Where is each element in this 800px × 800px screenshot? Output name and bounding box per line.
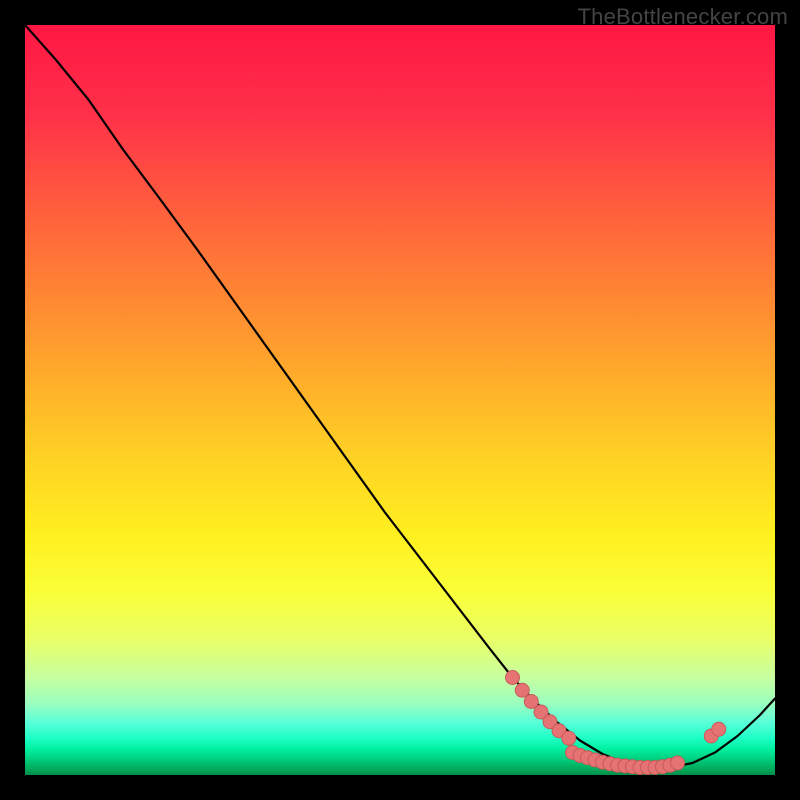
data-marker [712, 722, 726, 736]
data-marker [562, 731, 576, 745]
watermark-text: TheBottlenecker.com [578, 4, 788, 30]
data-marker [506, 671, 520, 685]
gradient-background [25, 25, 775, 775]
chart-area [25, 25, 775, 775]
data-marker [515, 683, 529, 697]
chart-svg [25, 25, 775, 775]
data-marker [671, 756, 685, 770]
